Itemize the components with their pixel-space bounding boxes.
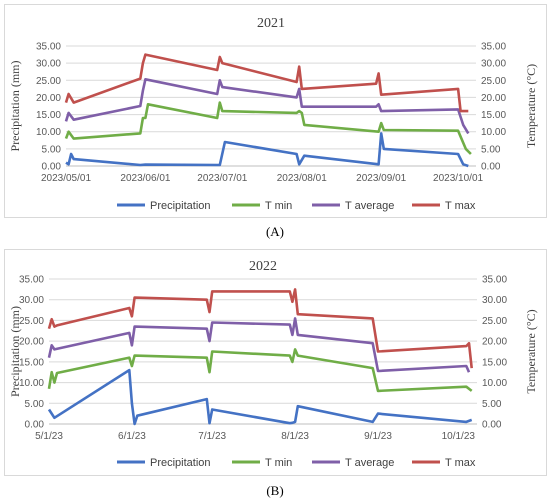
series-line-precipitation: [65, 132, 469, 168]
y2-tick-label: 35.00: [482, 275, 507, 286]
series-line-t-average: [64, 78, 470, 135]
series-line-t-max: [47, 288, 473, 369]
x-tick-label: 9/1/23: [364, 431, 392, 442]
y-tick-label: 0.00: [42, 162, 62, 173]
x-tick-label: 7/1/23: [198, 431, 226, 442]
y-tick-label: 10.00: [36, 127, 61, 138]
y-axis-label: Precipitation (mm): [8, 306, 22, 397]
legend-label: Precipitation: [150, 457, 211, 469]
chart-panel-2022: 2022 0.00 0.00 5.00 5.00 10.00 10.00 15.00 15.00…: [4, 249, 547, 476]
y-tick-label: 30.00: [36, 59, 61, 70]
series-line-t-min: [47, 348, 473, 393]
x-tick-label: 6/1/23: [118, 431, 146, 442]
chart-title: 2022: [249, 259, 277, 274]
y2-tick-label: 35.00: [481, 42, 506, 53]
series-line-t-average: [47, 317, 471, 373]
y-tick-label: 20.00: [36, 93, 61, 104]
y-tick-label: 20.00: [19, 337, 44, 348]
x-tick-label: 2023/05/01: [41, 173, 91, 184]
y-tick-label: 10.00: [19, 378, 44, 389]
y-tick-label: 25.00: [19, 316, 44, 327]
y2-tick-label: 25.00: [481, 76, 506, 87]
y-tick-label: 35.00: [19, 275, 44, 286]
y2-tick-label: 30.00: [482, 295, 507, 306]
y2-tick-label: 0.00: [482, 420, 502, 431]
chart-2022: 2022 0.00 0.00 5.00 5.00 10.00 10.00 15.00 15.00…: [8, 259, 538, 469]
legend-label: T min: [265, 200, 292, 212]
legend-label: T average: [345, 457, 394, 469]
x-tick-label: 8/1/23: [281, 431, 309, 442]
y-tick-label: 30.00: [19, 295, 44, 306]
legend-label: T max: [445, 200, 476, 212]
chart-title: 2021: [257, 16, 285, 31]
y-tick-label: 15.00: [19, 357, 44, 368]
series-line-precipitation: [47, 368, 473, 426]
series-line-t-max: [64, 53, 469, 113]
y2-tick-label: 5.00: [481, 144, 501, 155]
legend-label: T max: [445, 457, 476, 469]
series-line-t-min: [64, 101, 472, 155]
x-tick-label: 2023/07/01: [197, 173, 247, 184]
x-tick-label: 2023/08/01: [277, 173, 327, 184]
y-tick-label: 5.00: [42, 144, 62, 155]
y2-axis-label: Temperature (°C): [524, 64, 538, 148]
y2-tick-label: 15.00: [482, 357, 507, 368]
x-tick-label: 2023/06/01: [120, 173, 170, 184]
y2-tick-label: 0.00: [481, 162, 501, 173]
legend-label: Precipitation: [150, 200, 211, 212]
y2-tick-label: 15.00: [481, 110, 506, 121]
legend-label: T average: [345, 200, 394, 212]
y-tick-label: 5.00: [25, 399, 45, 410]
legend-label: T min: [265, 457, 292, 469]
y-tick-label: 0.00: [25, 420, 45, 431]
y2-tick-label: 30.00: [481, 59, 506, 70]
y-tick-label: 25.00: [36, 76, 61, 87]
y-tick-label: 35.00: [36, 42, 61, 53]
y2-tick-label: 5.00: [482, 399, 502, 410]
x-tick-label: 2023/10/01: [433, 173, 483, 184]
y2-tick-label: 10.00: [482, 378, 507, 389]
x-tick-label: 5/1/23: [35, 431, 63, 442]
x-tick-label: 2023/09/01: [356, 173, 406, 184]
y-tick-label: 15.00: [36, 110, 61, 121]
panel-label-a: (A): [265, 224, 285, 239]
x-tick-label: 10/1/23: [442, 431, 476, 442]
chart-2021: 2021 0.00 0.00 5.00 5.00 10.00 10.00 15.00 15.00…: [8, 16, 538, 212]
y2-tick-label: 20.00: [482, 337, 507, 348]
y2-tick-label: 20.00: [481, 93, 506, 104]
panel-label-b: (B): [266, 483, 284, 498]
y2-tick-label: 25.00: [482, 316, 507, 327]
chart-panel-2021: 2021 0.00 0.00 5.00 5.00 10.00 10.00 15.00 15.00…: [4, 4, 547, 218]
y2-axis-label: Temperature (°C): [524, 309, 538, 393]
y-axis-label: Precipitation (mm): [8, 61, 22, 152]
y2-tick-label: 10.00: [481, 127, 506, 138]
